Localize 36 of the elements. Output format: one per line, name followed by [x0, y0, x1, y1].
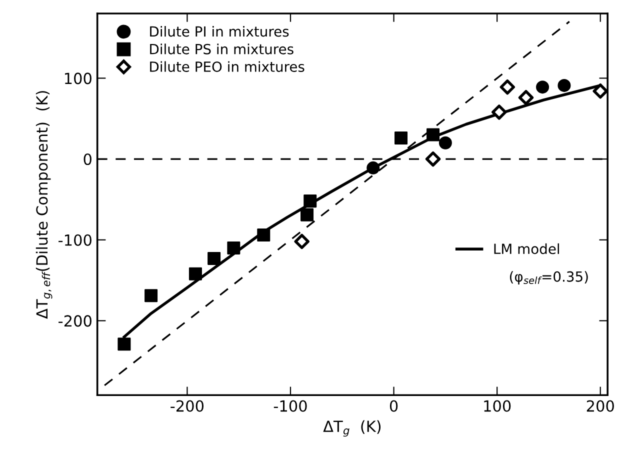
point — [438, 136, 452, 150]
point — [118, 338, 131, 351]
y-axis-title: ΔT$_{g,eff}$(Dilute Component) (K) — [36, 91, 52, 319]
y-tick-label: 100 — [64, 72, 92, 84]
point — [366, 161, 380, 174]
point — [518, 90, 534, 106]
legend-label: Dilute PI in mixtures — [150, 26, 289, 37]
legend-label: Dilute PEO in mixtures — [150, 61, 304, 72]
x-tick-label: -100 — [274, 400, 307, 412]
point — [426, 128, 440, 142]
point — [294, 234, 310, 250]
point — [500, 79, 516, 95]
y-tick-label: -200 — [58, 315, 92, 327]
point — [492, 104, 507, 120]
point — [558, 78, 571, 92]
legend-label: Dilute PS in mixtures — [150, 44, 294, 54]
x-tick-label: 0 — [390, 400, 398, 412]
x-axis-title: ΔT$_{g}$ (K) — [323, 420, 381, 437]
point — [304, 194, 317, 208]
y-tick-label: -100 — [58, 234, 92, 246]
x-tick-label: 100 — [484, 400, 511, 412]
point — [425, 151, 441, 167]
annotation: (φ$_{self}$=0.35) — [510, 271, 588, 285]
point — [300, 208, 314, 222]
y-tick-label: 0 — [84, 153, 92, 166]
point — [188, 267, 202, 280]
point — [257, 228, 270, 242]
point — [592, 84, 608, 99]
legend-label: LM model — [494, 243, 560, 254]
point — [536, 80, 550, 94]
point — [394, 132, 408, 145]
point — [227, 241, 240, 254]
x-tick-label: 200 — [586, 400, 614, 412]
x-tick-label: -200 — [170, 400, 204, 412]
point — [208, 252, 221, 265]
point — [144, 289, 158, 302]
